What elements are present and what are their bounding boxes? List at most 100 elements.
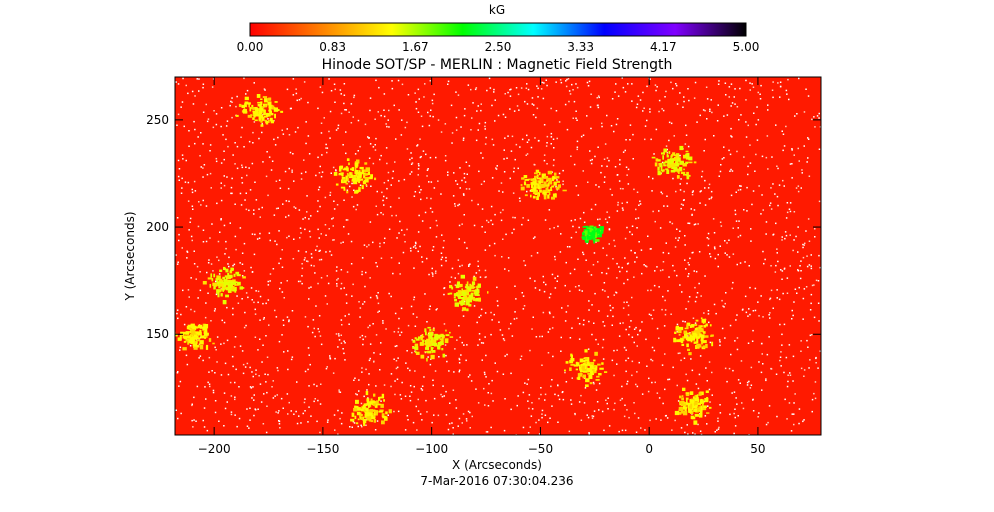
noise-pixel: [421, 385, 424, 387]
noise-pixel: [739, 382, 741, 384]
field-region-pixel: [203, 331, 208, 336]
noise-pixel: [411, 157, 413, 159]
noise-pixel: [615, 292, 618, 294]
noise-pixel: [223, 321, 226, 324]
field-region-pixel: [658, 163, 661, 166]
noise-pixel: [308, 230, 311, 233]
noise-pixel: [458, 362, 461, 364]
noise-pixel: [317, 200, 319, 202]
noise-pixel: [292, 258, 295, 260]
field-region-pixel: [680, 409, 684, 414]
noise-pixel: [288, 319, 290, 321]
noise-pixel: [583, 221, 586, 223]
noise-pixel: [602, 338, 605, 341]
noise-pixel: [590, 208, 593, 211]
noise-pixel: [758, 361, 760, 363]
noise-pixel: [351, 182, 353, 185]
noise-pixel: [229, 104, 231, 107]
field-region-pixel: [382, 415, 387, 419]
noise-pixel: [732, 281, 734, 284]
noise-pixel: [433, 414, 435, 416]
noise-pixel: [259, 319, 261, 321]
noise-pixel: [811, 118, 813, 121]
noise-pixel: [789, 163, 792, 165]
noise-pixel: [245, 208, 248, 211]
noise-pixel: [602, 358, 605, 360]
noise-pixel: [192, 103, 195, 105]
noise-pixel: [250, 266, 252, 269]
noise-pixel: [625, 139, 627, 141]
noise-pixel: [503, 429, 506, 432]
field-region-pixel: [427, 333, 432, 336]
field-region-pixel: [456, 283, 460, 286]
noise-pixel: [306, 260, 308, 262]
field-region-pixel: [694, 323, 698, 326]
noise-pixel: [295, 92, 298, 95]
field-region-pixel: [466, 281, 469, 285]
field-region-pixel: [584, 370, 588, 373]
noise-pixel: [641, 321, 643, 323]
field-region-pixel: [204, 337, 207, 339]
noise-pixel: [724, 82, 727, 84]
noise-pixel: [802, 420, 804, 423]
noise-pixel: [528, 394, 531, 396]
noise-pixel: [762, 363, 764, 365]
field-region-pixel: [662, 161, 667, 164]
noise-pixel: [664, 309, 667, 311]
field-region-pixel: [685, 156, 689, 160]
noise-pixel: [613, 374, 615, 377]
noise-pixel: [541, 416, 543, 419]
noise-pixel: [663, 205, 665, 207]
noise-pixel: [404, 241, 406, 243]
noise-pixel: [541, 364, 543, 366]
noise-pixel: [491, 138, 494, 141]
noise-pixel: [330, 172, 332, 174]
noise-pixel: [546, 163, 548, 165]
noise-pixel: [265, 175, 268, 178]
noise-pixel: [566, 246, 569, 248]
noise-pixel: [684, 143, 687, 145]
noise-pixel: [265, 335, 267, 337]
noise-pixel: [566, 78, 568, 81]
field-region-pixel: [698, 333, 702, 338]
noise-pixel: [818, 117, 820, 119]
noise-pixel: [541, 335, 543, 338]
noise-pixel: [231, 355, 234, 358]
noise-pixel: [232, 313, 234, 316]
field-region-pixel: [696, 336, 700, 339]
noise-pixel: [700, 190, 702, 192]
noise-pixel: [575, 231, 577, 233]
field-region-pixel: [702, 340, 707, 344]
noise-pixel: [226, 401, 228, 403]
noise-pixel: [679, 230, 681, 232]
field-region-pixel: [219, 269, 223, 272]
noise-pixel: [789, 265, 791, 267]
noise-pixel: [680, 427, 683, 429]
noise-pixel: [613, 239, 615, 242]
field-region-pixel: [358, 188, 361, 192]
noise-pixel: [618, 430, 620, 433]
field-region-pixel: [455, 293, 459, 297]
field-region-pixel: [477, 283, 481, 288]
noise-pixel: [343, 94, 346, 96]
noise-pixel: [535, 116, 537, 119]
noise-pixel: [300, 97, 302, 100]
field-region-pixel: [690, 334, 692, 339]
noise-pixel: [810, 293, 813, 296]
noise-pixel: [528, 407, 530, 410]
field-region-pixel: [464, 289, 469, 292]
noise-pixel: [510, 322, 512, 325]
noise-pixel: [484, 231, 486, 233]
noise-pixel: [582, 253, 585, 256]
noise-pixel: [457, 259, 460, 261]
noise-pixel: [238, 417, 241, 420]
noise-pixel: [543, 124, 546, 126]
noise-pixel: [734, 88, 736, 90]
noise-pixel: [340, 287, 342, 290]
noise-pixel: [435, 309, 437, 311]
noise-pixel: [749, 286, 751, 289]
noise-pixel: [289, 107, 292, 110]
noise-pixel: [459, 167, 461, 169]
noise-pixel: [756, 106, 758, 108]
noise-pixel: [571, 327, 573, 329]
